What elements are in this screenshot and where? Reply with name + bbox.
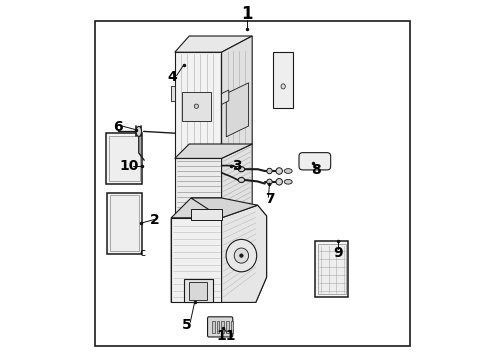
Ellipse shape	[238, 177, 245, 183]
Text: 10: 10	[120, 159, 139, 173]
Polygon shape	[171, 198, 221, 218]
Polygon shape	[175, 52, 221, 160]
Text: 1: 1	[241, 5, 252, 23]
Bar	[106, 133, 143, 184]
Text: 5: 5	[182, 318, 192, 332]
Text: c: c	[139, 248, 146, 258]
Ellipse shape	[276, 168, 282, 174]
Bar	[109, 136, 140, 181]
Polygon shape	[191, 209, 221, 220]
Bar	[95, 21, 410, 346]
Ellipse shape	[136, 126, 142, 136]
Text: 9: 9	[333, 246, 343, 260]
Bar	[107, 193, 142, 254]
Ellipse shape	[194, 104, 198, 108]
Polygon shape	[231, 321, 233, 333]
Polygon shape	[221, 144, 252, 220]
Ellipse shape	[267, 168, 272, 174]
Ellipse shape	[281, 84, 285, 89]
Polygon shape	[226, 83, 248, 137]
Ellipse shape	[276, 179, 282, 185]
Ellipse shape	[267, 179, 272, 185]
Ellipse shape	[284, 168, 292, 174]
Text: 4: 4	[168, 71, 177, 84]
Ellipse shape	[234, 248, 248, 263]
Polygon shape	[221, 205, 267, 302]
Text: 11: 11	[217, 329, 236, 342]
Bar	[110, 195, 139, 251]
Polygon shape	[171, 218, 221, 302]
Polygon shape	[184, 279, 213, 302]
Text: 2: 2	[149, 213, 159, 227]
FancyBboxPatch shape	[208, 317, 233, 337]
Polygon shape	[171, 198, 267, 302]
Polygon shape	[221, 321, 224, 333]
Ellipse shape	[284, 180, 292, 184]
Text: 7: 7	[265, 192, 274, 206]
Polygon shape	[217, 321, 220, 333]
Text: 3: 3	[232, 159, 242, 173]
Polygon shape	[221, 36, 252, 160]
Ellipse shape	[226, 239, 257, 272]
Text: 6: 6	[114, 120, 123, 134]
Polygon shape	[175, 36, 252, 52]
Ellipse shape	[238, 167, 245, 172]
Polygon shape	[171, 86, 175, 101]
Polygon shape	[212, 321, 215, 333]
Ellipse shape	[240, 254, 243, 257]
Polygon shape	[175, 158, 221, 220]
Polygon shape	[226, 321, 229, 333]
Bar	[315, 241, 348, 297]
Polygon shape	[189, 282, 207, 300]
Bar	[318, 244, 346, 294]
Polygon shape	[175, 144, 252, 158]
Text: 8: 8	[312, 163, 321, 177]
FancyBboxPatch shape	[299, 153, 331, 170]
Bar	[273, 52, 293, 108]
Polygon shape	[182, 92, 211, 121]
Polygon shape	[221, 90, 229, 104]
Polygon shape	[191, 198, 258, 218]
